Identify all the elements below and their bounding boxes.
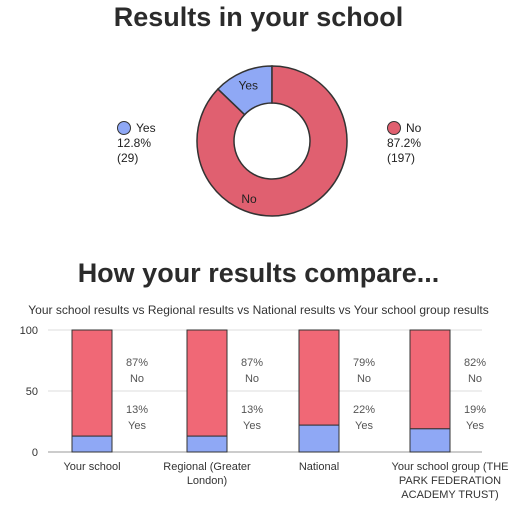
bar-no bbox=[409, 329, 451, 430]
y-tick-label: 100 bbox=[20, 325, 38, 337]
legend-no-percent: 87.2% bbox=[387, 136, 422, 150]
donut-label-no: No bbox=[241, 192, 257, 206]
bar-yes bbox=[409, 428, 451, 453]
bar-no-value-label: 87% bbox=[241, 357, 263, 369]
legend-yes-swatch bbox=[117, 121, 131, 135]
legend-yes-label: Yes bbox=[136, 121, 156, 135]
school-results-donut: Yes No bbox=[196, 65, 348, 217]
category-label: PARK FEDERATION bbox=[399, 475, 501, 487]
legend-yes-percent: 12.8% bbox=[117, 136, 152, 150]
bar-yes-series-label: Yes bbox=[355, 420, 373, 432]
bar-no-series-label: No bbox=[357, 373, 371, 385]
bar-no-value-label: 82% bbox=[464, 357, 486, 369]
category-label: Regional (Greater bbox=[163, 461, 251, 473]
bar-yes-value-label: 22% bbox=[353, 404, 375, 416]
legend-no-label: No bbox=[406, 121, 422, 135]
bar-yes-value-label: 13% bbox=[241, 404, 263, 416]
legend-no-count: (197) bbox=[387, 151, 416, 165]
legend-yes-count: (29) bbox=[117, 151, 139, 165]
bar-yes-series-label: Yes bbox=[466, 420, 484, 432]
category-label: Your school bbox=[63, 461, 120, 473]
donut-label-yes: Yes bbox=[238, 78, 258, 92]
bar-yes-value-label: 13% bbox=[126, 404, 148, 416]
donut-slice-no bbox=[196, 65, 348, 217]
y-tick-label: 0 bbox=[32, 447, 38, 459]
bar-no-series-label: No bbox=[245, 373, 259, 385]
bar-no bbox=[298, 329, 340, 426]
bar-yes bbox=[186, 435, 228, 453]
bar-yes-value-label: 19% bbox=[464, 404, 486, 416]
bar-yes-series-label: Yes bbox=[243, 420, 261, 432]
legend-no[interactable]: No 87.2% (197) bbox=[387, 121, 421, 166]
legend-no-swatch bbox=[387, 121, 401, 135]
school-results-title: Results in your school bbox=[113, 2, 404, 32]
category-label: National bbox=[299, 461, 339, 473]
compare-title: How your results compare... bbox=[77, 258, 440, 288]
y-tick-label: 50 bbox=[26, 386, 38, 398]
legend-yes[interactable]: Yes 12.8% (29) bbox=[117, 121, 156, 166]
bar-no-series-label: No bbox=[130, 373, 144, 385]
category-label: Your school group (THE bbox=[392, 461, 509, 473]
bar-no bbox=[186, 329, 228, 437]
bar-no-series-label: No bbox=[468, 373, 482, 385]
compare-subtitle: Your school results vs Regional results … bbox=[28, 303, 489, 317]
bar-yes bbox=[71, 435, 113, 453]
category-label: London) bbox=[187, 475, 227, 487]
bar-yes-series-label: Yes bbox=[128, 420, 146, 432]
bar-no-value-label: 87% bbox=[126, 357, 148, 369]
bar-yes bbox=[298, 424, 340, 453]
bar-no-value-label: 79% bbox=[353, 357, 375, 369]
category-label: ACADEMY TRUST) bbox=[401, 489, 498, 501]
bar-no bbox=[71, 329, 113, 437]
